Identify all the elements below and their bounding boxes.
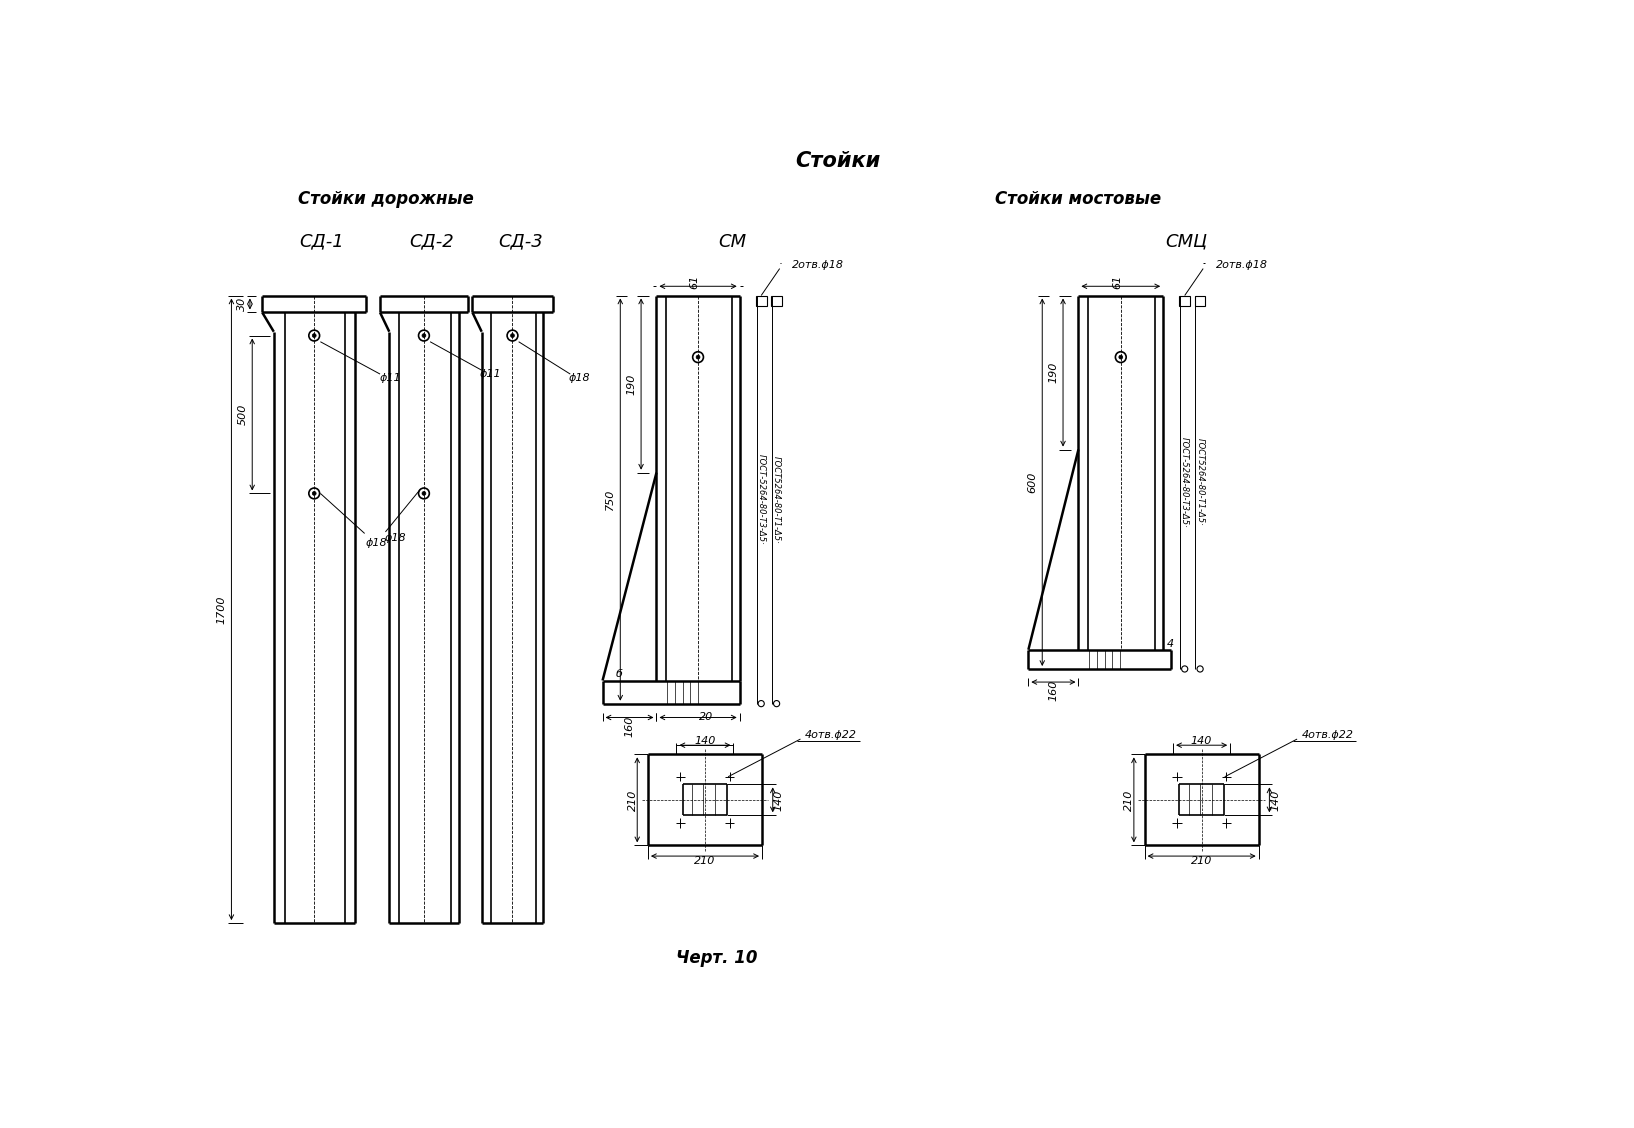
Text: СМ: СМ <box>717 232 747 250</box>
Text: 4отв.ϕ22: 4отв.ϕ22 <box>806 730 858 740</box>
Bar <box>1180 296 1190 307</box>
Text: 2отв.ϕ18: 2отв.ϕ18 <box>1216 259 1268 270</box>
Circle shape <box>1119 355 1123 359</box>
Text: 210: 210 <box>1124 790 1134 811</box>
Circle shape <box>422 492 426 495</box>
Text: ϕ18: ϕ18 <box>366 538 387 548</box>
Text: СД-1: СД-1 <box>299 232 345 250</box>
Text: 140: 140 <box>775 790 784 811</box>
Text: 1700: 1700 <box>216 596 227 624</box>
Bar <box>757 296 766 307</box>
Bar <box>1194 296 1206 307</box>
Text: СД-3: СД-3 <box>498 232 542 250</box>
Text: ϕ18: ϕ18 <box>569 373 590 382</box>
Text: б: б <box>616 669 623 679</box>
Text: 20: 20 <box>699 713 712 722</box>
Text: 190: 190 <box>626 373 636 395</box>
Text: 140: 140 <box>1271 790 1281 811</box>
Text: 210: 210 <box>627 790 637 811</box>
Text: 160: 160 <box>1049 680 1059 702</box>
Text: 140: 140 <box>694 735 716 746</box>
Text: Черт. 10: Черт. 10 <box>676 949 757 967</box>
Text: Стойки: Стойки <box>794 151 881 170</box>
Text: 500: 500 <box>239 404 248 425</box>
Text: Стойки мостовые: Стойки мостовые <box>995 191 1162 209</box>
Circle shape <box>422 334 426 337</box>
Circle shape <box>696 355 699 359</box>
Circle shape <box>510 334 515 337</box>
Text: СД-2: СД-2 <box>408 232 454 250</box>
Text: Стойки дорожные: Стойки дорожные <box>297 191 474 209</box>
Text: 140: 140 <box>1191 735 1212 746</box>
Text: СМЦ: СМЦ <box>1165 232 1208 250</box>
Text: 30: 30 <box>237 297 247 311</box>
Text: 61: 61 <box>1111 274 1123 289</box>
Text: 4отв.ϕ22: 4отв.ϕ22 <box>1302 730 1355 740</box>
Text: 4: 4 <box>1167 638 1175 649</box>
Text: 210: 210 <box>1191 856 1212 865</box>
Text: ГОСТ-5264-80-Т3-Δ5·: ГОСТ-5264-80-Т3-Δ5· <box>757 455 766 545</box>
Text: 190: 190 <box>1047 362 1059 384</box>
Text: ГОСТ-5264-80-Т3-Δ5·: ГОСТ-5264-80-Т3-Δ5· <box>1180 437 1190 528</box>
Text: 2отв.ϕ18: 2отв.ϕ18 <box>792 259 845 270</box>
Text: ϕ11: ϕ11 <box>381 373 402 382</box>
Text: 61: 61 <box>690 274 699 289</box>
Text: 160: 160 <box>624 716 634 738</box>
Circle shape <box>312 492 315 495</box>
Text: 210: 210 <box>694 856 716 865</box>
Bar <box>771 296 783 307</box>
Text: ГОСТ5264-80-Т1-Δ5·: ГОСТ5264-80-Т1-Δ5· <box>1196 439 1204 526</box>
Text: 750: 750 <box>605 488 616 510</box>
Circle shape <box>312 334 315 337</box>
Text: ϕ18: ϕ18 <box>384 534 407 543</box>
Text: ϕ11: ϕ11 <box>480 369 502 379</box>
Text: ГОСТ5264-80-Т1-Δ5·: ГОСТ5264-80-Т1-Δ5· <box>773 456 781 544</box>
Text: 600: 600 <box>1028 472 1038 493</box>
